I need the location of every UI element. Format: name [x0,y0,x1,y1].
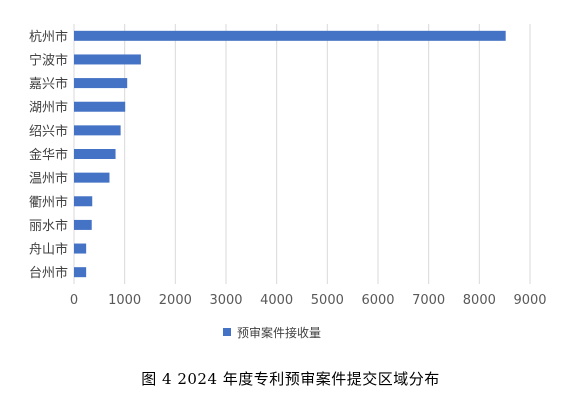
bar [74,30,506,41]
bars [74,30,506,278]
bar [74,149,116,159]
x-tick-label: 0 [70,293,78,308]
x-tick-label: 8000 [463,293,496,308]
category-label: 台州市 [29,265,68,281]
category-label: 绍兴市 [29,123,68,139]
bar [74,267,87,278]
figure-caption: 图 4 2024 年度专利预审案件提交区域分布 [141,370,440,388]
category-label: 杭州市 [29,29,68,45]
legend-entry: 预审案件接收量 [237,325,321,340]
category-label: 温州市 [29,171,68,187]
bar [74,243,87,254]
legend-swatch [223,328,231,336]
category-label: 嘉兴市 [29,76,68,92]
x-tick-label: 6000 [361,293,394,308]
bar [74,78,128,89]
x-tick-label: 5000 [311,293,344,308]
x-tick-label: 2000 [159,293,192,308]
category-label: 湖州市 [29,100,68,116]
bar [74,54,141,65]
x-tick-label: 3000 [209,293,242,308]
category-label: 舟山市 [29,242,68,258]
bar [74,172,110,183]
x-tick-label: 7000 [412,293,445,308]
bar [74,101,126,112]
gridlines [73,24,531,284]
category-label: 衢州市 [29,194,68,210]
bar [74,125,121,136]
category-label: 宁波市 [29,52,68,68]
bar [74,196,93,207]
x-tick-label: 4000 [260,293,293,308]
legend: 预审案件接收量 [223,325,321,340]
bar [74,219,92,230]
category-label: 丽水市 [29,218,68,234]
x-tick-label: 9000 [513,293,546,308]
tick-labels: 0 1000 2000 3000 4000 5000 6000 7000 8000 9000 [70,293,547,308]
x-tick-label: 1000 [108,293,141,308]
category-label: 金华市 [29,147,68,163]
